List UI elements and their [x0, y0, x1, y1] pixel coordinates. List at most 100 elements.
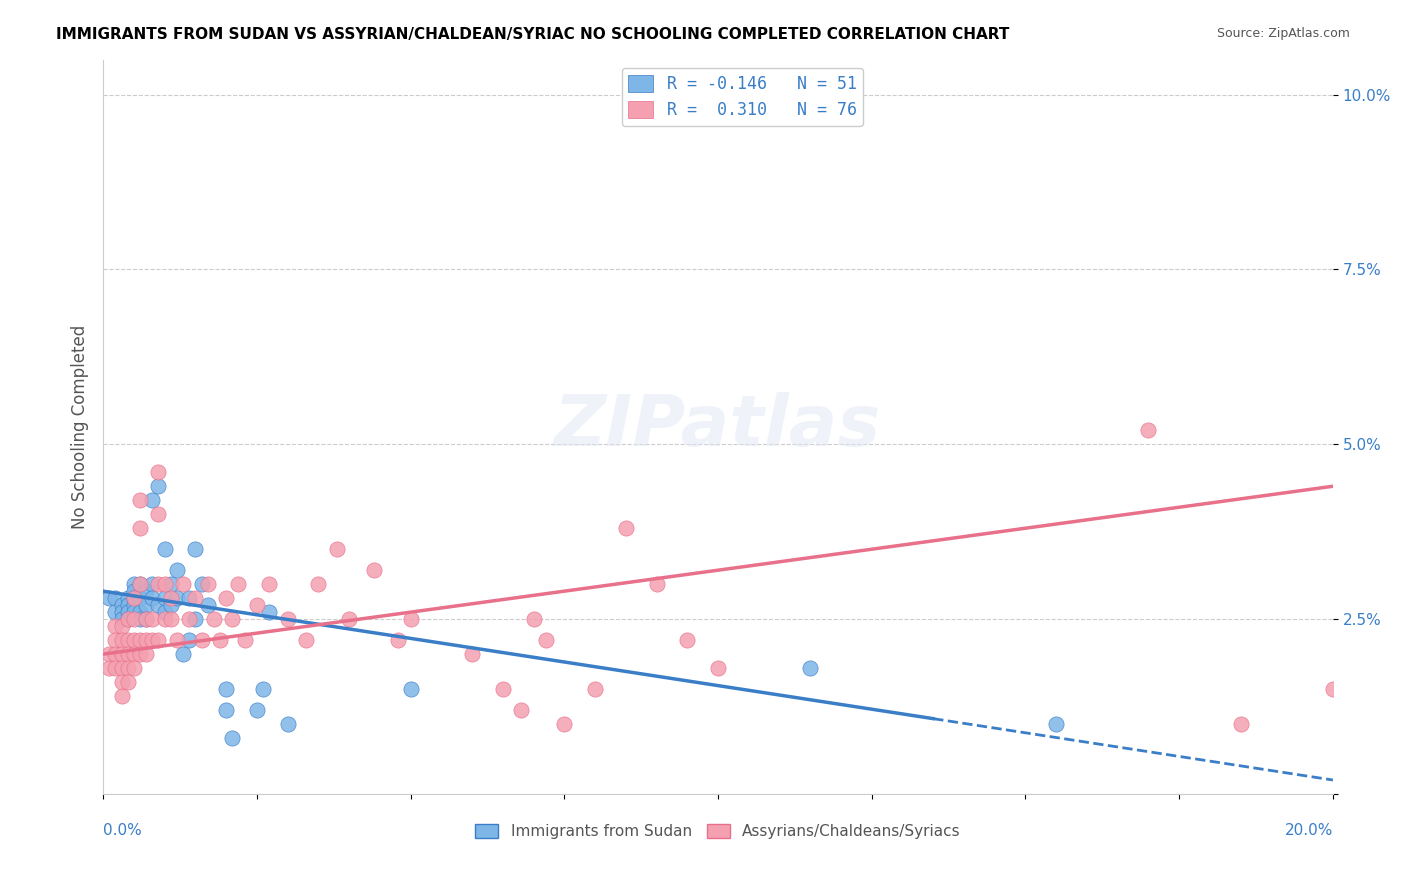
Point: [104, 647, 127, 661]
Point: [129, 633, 152, 648]
Point: [707, 661, 730, 675]
Point: [202, 612, 225, 626]
Point: [337, 612, 360, 626]
Point: [104, 619, 127, 633]
Point: [148, 598, 170, 612]
Point: [135, 612, 157, 626]
Point: [98, 661, 121, 675]
Point: [117, 612, 139, 626]
Point: [159, 612, 181, 626]
Text: IMMIGRANTS FROM SUDAN VS ASSYRIAN/CHALDEAN/SYRIAC NO SCHOOLING COMPLETED CORRELA: IMMIGRANTS FROM SUDAN VS ASSYRIAN/CHALDE…: [56, 27, 1010, 42]
Point: [110, 612, 132, 626]
Point: [141, 577, 163, 591]
Point: [233, 633, 256, 648]
Point: [110, 661, 132, 675]
Point: [117, 598, 139, 612]
Point: [141, 493, 163, 508]
Point: [159, 591, 181, 606]
Point: [135, 598, 157, 612]
Point: [110, 619, 132, 633]
Point: [252, 682, 274, 697]
Point: [141, 633, 163, 648]
Point: [166, 633, 188, 648]
Point: [190, 633, 212, 648]
Point: [117, 647, 139, 661]
Point: [614, 521, 637, 535]
Point: [148, 479, 170, 493]
Point: [153, 605, 176, 619]
Point: [184, 542, 207, 557]
Point: [129, 521, 152, 535]
Point: [122, 661, 145, 675]
Point: [129, 577, 152, 591]
Text: Source: ZipAtlas.com: Source: ZipAtlas.com: [1216, 27, 1350, 40]
Point: [110, 633, 132, 648]
Point: [135, 584, 157, 599]
Point: [221, 731, 243, 745]
Point: [110, 598, 132, 612]
Point: [1229, 717, 1251, 731]
Point: [1322, 682, 1344, 697]
Point: [522, 612, 544, 626]
Point: [135, 612, 157, 626]
Point: [129, 612, 152, 626]
Point: [399, 682, 422, 697]
Point: [129, 591, 152, 606]
Point: [197, 577, 219, 591]
Point: [246, 598, 269, 612]
Point: [799, 661, 821, 675]
Point: [277, 612, 299, 626]
Point: [387, 633, 409, 648]
Point: [110, 605, 132, 619]
Point: [122, 605, 145, 619]
Point: [492, 682, 515, 697]
Point: [190, 577, 212, 591]
Point: [1045, 717, 1067, 731]
Point: [110, 675, 132, 690]
Text: 0.0%: 0.0%: [103, 823, 142, 838]
Point: [148, 577, 170, 591]
Point: [117, 675, 139, 690]
Point: [583, 682, 606, 697]
Point: [148, 507, 170, 521]
Point: [104, 605, 127, 619]
Point: [117, 591, 139, 606]
Point: [179, 633, 201, 648]
Point: [159, 577, 181, 591]
Point: [122, 584, 145, 599]
Point: [326, 542, 349, 557]
Point: [153, 542, 176, 557]
Point: [122, 633, 145, 648]
Point: [166, 591, 188, 606]
Point: [117, 661, 139, 675]
Point: [141, 591, 163, 606]
Y-axis label: No Schooling Completed: No Schooling Completed: [72, 325, 89, 529]
Point: [117, 633, 139, 648]
Text: 20.0%: 20.0%: [1285, 823, 1333, 838]
Point: [215, 591, 238, 606]
Point: [122, 647, 145, 661]
Point: [122, 591, 145, 606]
Point: [129, 493, 152, 508]
Point: [148, 633, 170, 648]
Point: [363, 563, 385, 577]
Point: [510, 703, 533, 717]
Point: [228, 577, 250, 591]
Point: [179, 591, 201, 606]
Point: [172, 647, 194, 661]
Point: [135, 647, 157, 661]
Point: [104, 661, 127, 675]
Point: [129, 605, 152, 619]
Point: [277, 717, 299, 731]
Point: [153, 612, 176, 626]
Point: [110, 647, 132, 661]
Point: [461, 647, 484, 661]
Point: [159, 598, 181, 612]
Point: [166, 563, 188, 577]
Point: [295, 633, 318, 648]
Point: [172, 577, 194, 591]
Point: [117, 605, 139, 619]
Point: [1137, 423, 1160, 437]
Point: [645, 577, 668, 591]
Point: [307, 577, 329, 591]
